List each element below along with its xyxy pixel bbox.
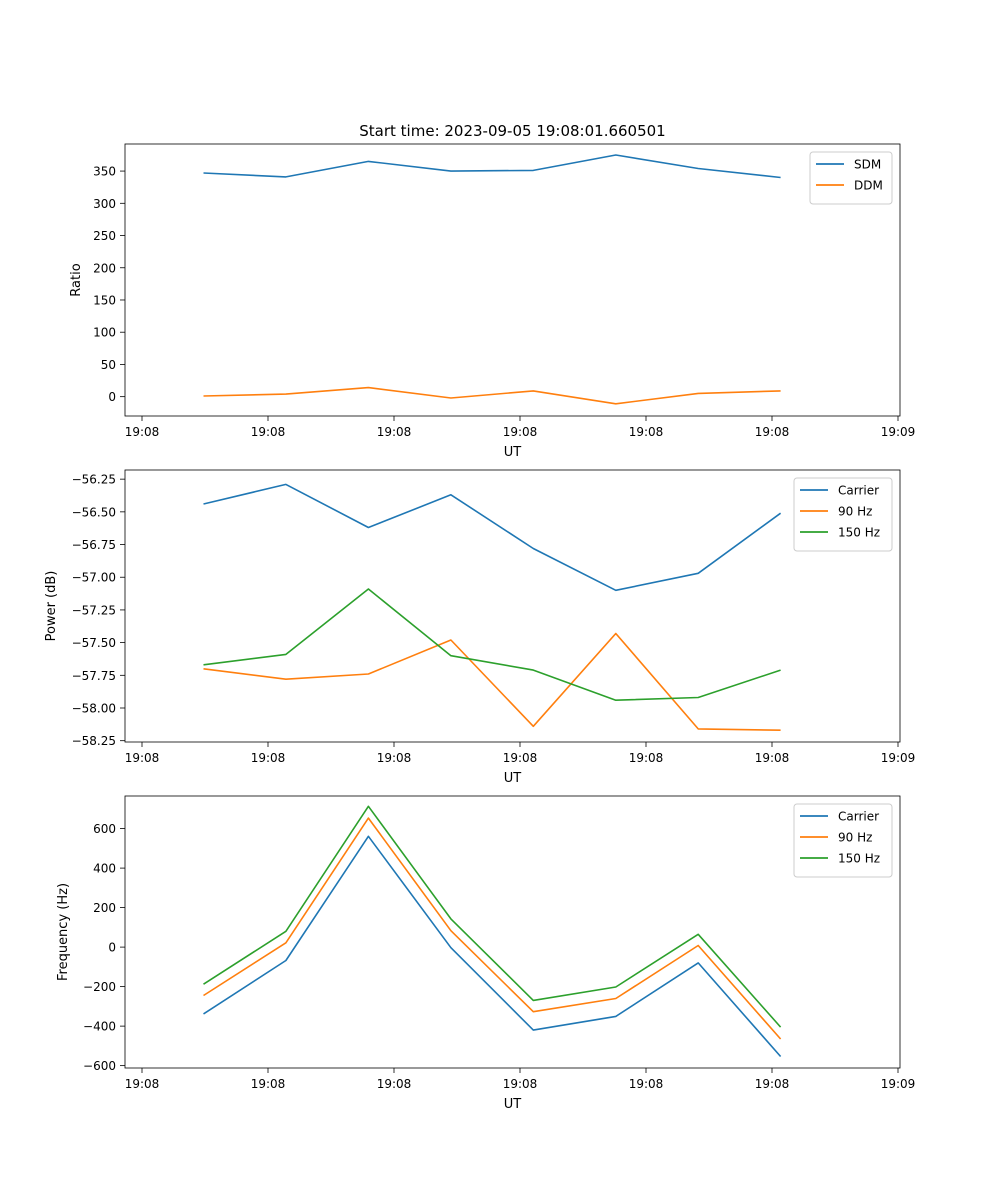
series-line-150-hz: [203, 588, 781, 702]
y-tick-label: −400: [83, 1020, 116, 1034]
x-tick-label: 19:08: [755, 425, 790, 439]
y-tick-label: 0: [108, 390, 116, 404]
subplot-3: 19:08 19:08 19:08 19:08 19:08 19:08 19:09 −600 −…: [56, 795, 916, 1112]
subplots: 19:08 19:08 19:08 19:08 19:08 19:08 19:09 0 50 10…: [44, 143, 916, 1112]
x-axis-label: UT: [504, 445, 522, 460]
legend-label: 150 Hz: [838, 526, 880, 540]
series-line-ddm: [203, 386, 781, 405]
x-tick-label: 19:08: [251, 751, 286, 765]
x-tick-label: 19:08: [251, 425, 286, 439]
legend-label: 150 Hz: [838, 852, 880, 866]
subplot-2: 19:08 19:08 19:08 19:08 19:08 19:08 19:09 −58.2…: [44, 469, 916, 786]
y-tick-label: 300: [93, 197, 116, 211]
x-tick-label: 19:08: [503, 751, 538, 765]
y-axis-label: Ratio: [69, 263, 84, 296]
y-tick-label: −57.00: [72, 571, 116, 585]
legend-box: [809, 151, 893, 205]
y-tick-label: −200: [83, 980, 116, 994]
legend-label: SDM: [854, 158, 881, 172]
y-tick-label: −58.25: [72, 734, 116, 748]
y-tick-label: −56.75: [72, 538, 116, 552]
subplot-1: 19:08 19:08 19:08 19:08 19:08 19:08 19:09 0 50 10…: [69, 143, 916, 460]
series-line-150-hz: [203, 805, 782, 1028]
legend: SDM DDM: [809, 151, 893, 205]
x-tick-label: 19:09: [881, 751, 916, 765]
y-tick-label: −57.25: [72, 603, 116, 617]
y-tick-label: −56.50: [72, 505, 116, 519]
chart-title: Start time: 2023-09-05 19:08:01.660501: [359, 122, 665, 140]
y-tick-label: 200: [93, 261, 116, 275]
y-tick-label: −56.25: [72, 473, 116, 487]
x-axis-label: UT: [504, 771, 522, 786]
y-tick-label: −57.75: [72, 669, 116, 683]
x-tick-label: 19:08: [377, 425, 412, 439]
y-tick-label: 350: [93, 165, 116, 179]
x-tick-label: 19:08: [377, 751, 412, 765]
x-axis-label: UT: [504, 1097, 522, 1112]
series-line-90-hz: [203, 817, 782, 1040]
series-line-90-hz: [203, 632, 781, 731]
x-tick-label: 19:08: [251, 1077, 286, 1091]
x-tick-label: 19:08: [755, 751, 790, 765]
legend: Carrier 90 Hz 150 Hz: [793, 803, 893, 878]
legend-label: 90 Hz: [838, 505, 872, 519]
axes-frame: [124, 795, 901, 1069]
x-tick-label: 19:08: [755, 1077, 790, 1091]
series-line-sdm: [203, 154, 781, 179]
y-axis-label: Frequency (Hz): [56, 883, 71, 981]
legend-label: DDM: [854, 179, 883, 193]
x-tick-label: 19:08: [125, 751, 160, 765]
y-axis-label: Power (dB): [44, 571, 59, 642]
axes-frame: [124, 143, 901, 417]
y-tick-label: 0: [108, 941, 116, 955]
y-tick-label: 200: [93, 901, 116, 915]
x-tick-label: 19:08: [629, 425, 664, 439]
x-tick-label: 19:08: [629, 751, 664, 765]
axes-frame: [124, 469, 901, 743]
x-tick-label: 19:09: [881, 1077, 916, 1091]
y-tick-label: −600: [83, 1059, 116, 1073]
legend: Carrier 90 Hz 150 Hz: [793, 477, 893, 552]
y-tick-label: −58.00: [72, 702, 116, 716]
legend-label: Carrier: [838, 484, 879, 498]
x-tick-label: 19:08: [503, 1077, 538, 1091]
legend-label: 90 Hz: [838, 831, 872, 845]
x-tick-label: 19:08: [125, 1077, 160, 1091]
x-tick-label: 19:08: [125, 425, 160, 439]
x-tick-label: 19:08: [503, 425, 538, 439]
x-tick-label: 19:08: [377, 1077, 412, 1091]
y-tick-label: 100: [93, 326, 116, 340]
y-tick-label: 150: [93, 293, 116, 307]
series-line-carrier: [203, 483, 782, 592]
y-tick-label: 600: [93, 822, 116, 836]
x-tick-label: 19:08: [629, 1077, 664, 1091]
legend-label: Carrier: [838, 810, 879, 824]
y-tick-label: 400: [93, 862, 116, 876]
y-tick-label: −57.50: [72, 636, 116, 650]
x-tick-label: 19:09: [881, 425, 916, 439]
y-tick-label: 250: [93, 229, 116, 243]
y-tick-label: 50: [101, 358, 116, 372]
series-line-carrier: [203, 835, 782, 1058]
